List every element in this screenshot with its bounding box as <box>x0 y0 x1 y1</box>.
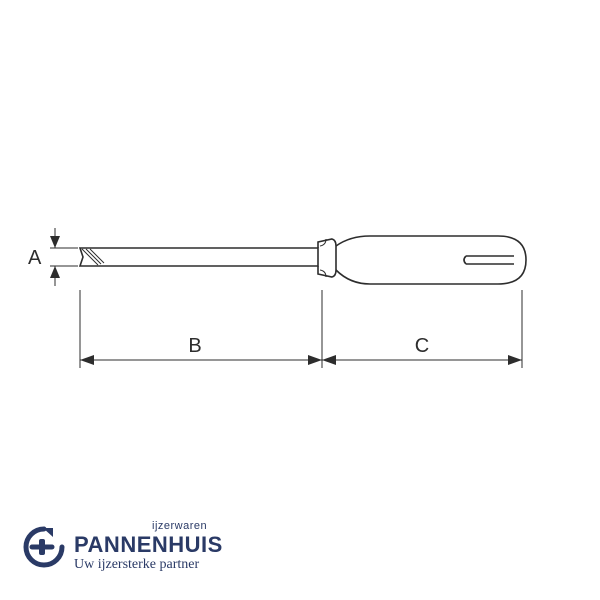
logo-icon <box>22 525 66 569</box>
dimension-b: B <box>80 335 322 365</box>
logo-tagline: Uw ijzersterke partner <box>74 558 223 572</box>
logo-main-line: PANNENHUIS <box>74 534 223 556</box>
label-a: A <box>28 247 42 269</box>
logo-text: ijzerwaren PANNENHUIS Uw ijzersterke par… <box>74 521 223 572</box>
tool-outline <box>80 236 526 284</box>
label-c: C <box>415 335 429 357</box>
brand-logo: ijzerwaren PANNENHUIS Uw ijzersterke par… <box>22 521 223 572</box>
logo-top-line: ijzerwaren <box>152 521 223 532</box>
dimension-c: C <box>322 335 522 365</box>
dimension-extensions <box>80 290 522 368</box>
dimension-a: A <box>28 228 78 286</box>
label-b: B <box>188 335 201 357</box>
technical-diagram: A B C <box>0 0 600 600</box>
